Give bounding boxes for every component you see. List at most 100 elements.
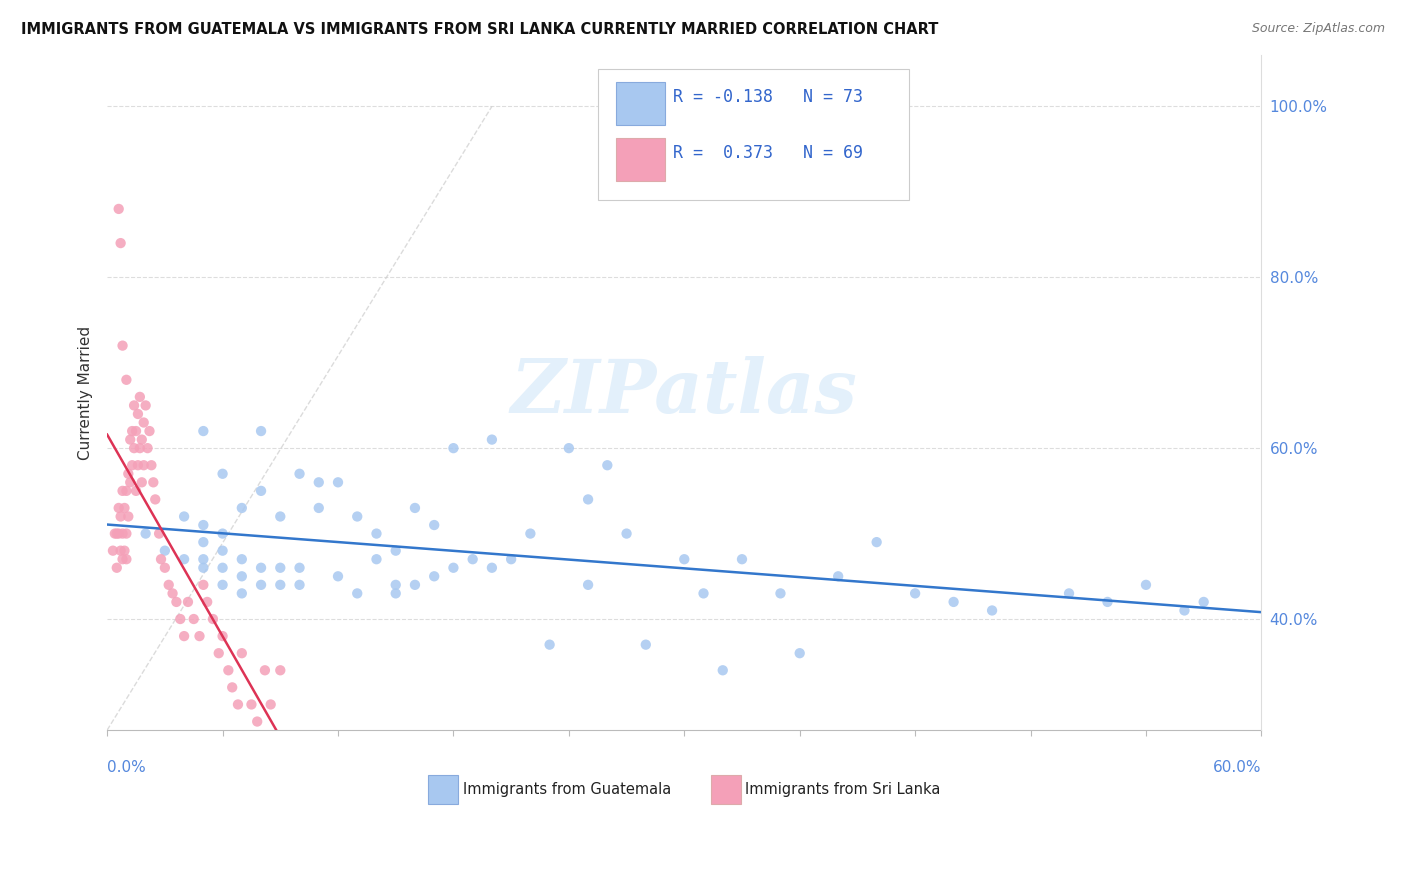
- Point: [866, 535, 889, 549]
- Point: [366, 552, 388, 566]
- Point: [122, 399, 145, 413]
- Text: ZIPatlas: ZIPatlas: [510, 357, 858, 429]
- Point: [769, 586, 792, 600]
- Point: [107, 202, 129, 216]
- Point: [127, 458, 149, 473]
- Point: [596, 458, 619, 473]
- Point: [441, 561, 464, 575]
- FancyBboxPatch shape: [616, 82, 665, 126]
- Point: [481, 433, 503, 447]
- Point: [246, 714, 269, 729]
- Point: [221, 681, 243, 695]
- Point: [107, 500, 129, 515]
- Point: [208, 646, 231, 660]
- FancyBboxPatch shape: [711, 774, 741, 805]
- Point: [114, 543, 136, 558]
- Point: [346, 586, 368, 600]
- Point: [711, 663, 734, 677]
- Point: [128, 390, 150, 404]
- Point: [250, 561, 273, 575]
- Point: [131, 475, 153, 490]
- Point: [122, 441, 145, 455]
- Point: [231, 552, 253, 566]
- Point: [269, 578, 291, 592]
- Point: [150, 552, 173, 566]
- Point: [121, 424, 143, 438]
- Point: [461, 552, 484, 566]
- Point: [193, 424, 215, 438]
- Point: [384, 586, 406, 600]
- Point: [153, 561, 176, 575]
- Point: [193, 552, 215, 566]
- Point: [136, 441, 159, 455]
- Text: Immigrants from Guatemala: Immigrants from Guatemala: [463, 782, 671, 797]
- Point: [288, 467, 311, 481]
- Point: [120, 475, 142, 490]
- Point: [105, 526, 128, 541]
- Point: [211, 467, 233, 481]
- Point: [211, 629, 233, 643]
- Point: [132, 416, 155, 430]
- Point: [288, 578, 311, 592]
- Point: [1057, 586, 1080, 600]
- Point: [576, 492, 599, 507]
- Point: [153, 543, 176, 558]
- Point: [558, 441, 581, 455]
- Point: [193, 578, 215, 592]
- Point: [423, 518, 446, 533]
- Point: [188, 629, 211, 643]
- Point: [141, 458, 163, 473]
- Point: [789, 646, 811, 660]
- Point: [121, 458, 143, 473]
- Point: [148, 526, 170, 541]
- Text: Immigrants from Sri Lanka: Immigrants from Sri Lanka: [745, 782, 941, 797]
- Point: [217, 663, 239, 677]
- Point: [157, 578, 180, 592]
- Point: [110, 543, 132, 558]
- FancyBboxPatch shape: [616, 138, 665, 181]
- Point: [634, 638, 657, 652]
- Point: [308, 475, 330, 490]
- Point: [269, 509, 291, 524]
- Point: [366, 526, 388, 541]
- Point: [143, 492, 166, 507]
- Point: [110, 509, 132, 524]
- Point: [1097, 595, 1119, 609]
- Point: [104, 526, 127, 541]
- Point: [173, 629, 195, 643]
- Point: [101, 543, 124, 558]
- Point: [226, 698, 249, 712]
- Point: [269, 561, 291, 575]
- Point: [384, 543, 406, 558]
- Point: [211, 526, 233, 541]
- Point: [195, 595, 218, 609]
- Point: [169, 612, 191, 626]
- Point: [1135, 578, 1157, 592]
- Text: 0.0%: 0.0%: [107, 760, 146, 775]
- FancyBboxPatch shape: [598, 69, 910, 200]
- Point: [115, 373, 138, 387]
- Point: [501, 552, 523, 566]
- Y-axis label: Currently Married: Currently Married: [79, 326, 93, 459]
- Point: [162, 586, 184, 600]
- Point: [135, 526, 157, 541]
- Point: [731, 552, 754, 566]
- Point: [346, 509, 368, 524]
- Point: [404, 578, 426, 592]
- Point: [173, 509, 195, 524]
- Point: [111, 338, 134, 352]
- Point: [115, 483, 138, 498]
- Point: [138, 424, 160, 438]
- Point: [942, 595, 965, 609]
- Point: [326, 475, 349, 490]
- Point: [193, 561, 215, 575]
- Point: [211, 561, 233, 575]
- Point: [115, 526, 138, 541]
- Point: [165, 595, 187, 609]
- Point: [1192, 595, 1215, 609]
- Point: [326, 569, 349, 583]
- Point: [128, 441, 150, 455]
- Point: [260, 698, 283, 712]
- Point: [183, 612, 205, 626]
- Point: [107, 526, 129, 541]
